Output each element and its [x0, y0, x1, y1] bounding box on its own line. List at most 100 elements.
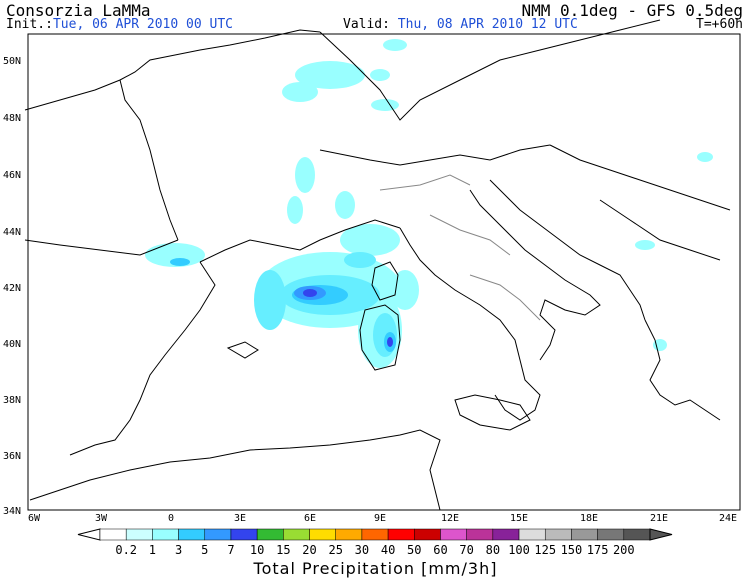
coast-adriatic-east	[489, 179, 646, 321]
precip-area-provence	[287, 196, 303, 224]
coast-spain-east	[69, 261, 216, 456]
region-border-south	[469, 274, 541, 321]
colorbar-swatch	[597, 528, 625, 541]
lon-label-9e: 9E	[374, 513, 386, 524]
lat-label-46n: 46N	[3, 170, 21, 181]
colorbar-title: Total Precipitation [mm/3h]	[253, 559, 498, 578]
border-balkans	[549, 144, 731, 211]
colorbar-label: 100	[508, 543, 530, 557]
colorbar-swatch	[466, 528, 494, 541]
lon-label-21e: 21E	[650, 513, 668, 524]
lat-axis: 50N 48N 46N 44N 42N 40N 38N 36N 34N	[3, 56, 21, 517]
colorbar-label: 20	[302, 543, 317, 557]
colorbar-label: 80	[485, 543, 501, 557]
colorbar-label: 200	[612, 543, 635, 557]
lon-label-6e: 6E	[304, 513, 316, 524]
coast-sardinia	[359, 304, 401, 371]
valid-value: Thu, 08 APR 2010 12 UTC	[397, 17, 578, 32]
coast-sicily	[454, 394, 531, 431]
colorbar-swatch	[99, 528, 127, 541]
colorbar-swatch	[571, 528, 598, 541]
border-alps	[319, 144, 551, 166]
lon-label-12e: 12E	[441, 513, 459, 524]
colorbar-swatch	[623, 528, 651, 541]
precip-area-paris	[282, 82, 318, 102]
colorbar-label: 7	[227, 543, 235, 557]
precip-area-albania	[635, 240, 655, 250]
lon-label-6w: 6W	[28, 513, 41, 524]
coast-france-south	[199, 219, 401, 263]
colorbar-swatch	[387, 528, 415, 541]
precip-area-pyrenees	[145, 243, 205, 267]
valid-label: Valid:	[343, 17, 390, 32]
colorbar-swatch	[125, 528, 153, 541]
colorbar-label: 40	[380, 543, 396, 557]
coast-italy-west	[399, 227, 541, 421]
colorbar-label: 70	[459, 543, 474, 557]
lat-label-40n: 40N	[3, 339, 21, 350]
colorbar-swatch	[230, 528, 258, 541]
colorbar-label: 15	[276, 543, 291, 557]
precip-band-pyrenees	[170, 258, 190, 266]
colorbar-label: 175	[586, 543, 609, 557]
coast-corsica	[371, 261, 399, 301]
coast-bay-of-biscay	[119, 79, 179, 241]
lat-label-48n: 48N	[3, 113, 21, 124]
lon-label-0: 0	[168, 513, 174, 524]
coast-france-west	[24, 29, 321, 111]
lat-label-34n: 34N	[3, 506, 21, 517]
colorbar-label: 125	[534, 543, 557, 557]
colorbar-swatch	[414, 528, 441, 541]
colorbar-swatch	[204, 528, 232, 541]
colorbar-swatch	[152, 528, 179, 541]
colorbar-swatch	[492, 528, 520, 541]
lat-label-36n: 36N	[3, 451, 21, 462]
border-balkans-south	[599, 199, 721, 261]
coast-north-africa	[29, 429, 441, 511]
init-time: Init.:Tue, 06 APR 2010 00 UTC	[6, 17, 233, 32]
colorbar-label: 30	[354, 543, 370, 557]
valid-time: Valid: Thu, 08 APR 2010 12 UTC	[343, 17, 578, 32]
lon-label-24e: 24E	[719, 513, 737, 524]
precip-area-romania	[697, 152, 713, 162]
colorbar-swatch	[440, 528, 467, 541]
org-title: Consorzia LaMMa	[6, 1, 151, 20]
colorbar-swatch	[283, 528, 310, 541]
lat-label-42n: 42N	[3, 283, 21, 294]
lon-label-3w: 3W	[95, 513, 108, 524]
precip-area-balearic-sea	[254, 270, 286, 330]
colorbar-swatch	[361, 528, 389, 541]
precip-core-ligurian	[344, 252, 376, 268]
colorbar	[77, 528, 673, 541]
colorbar-label: 25	[328, 543, 343, 557]
colorbar-label: 0.2	[115, 543, 138, 557]
region-border-central	[429, 214, 511, 256]
lon-label-18e: 18E	[580, 513, 598, 524]
coast-mallorca	[226, 341, 259, 359]
lon-axis: 6W 3W 0 3E 6E 9E 12E 15E 18E 21E 24E	[28, 513, 737, 524]
region-border-north	[379, 174, 471, 191]
lat-label-50n: 50N	[3, 56, 21, 67]
precip-area-rhone	[295, 157, 315, 193]
lat-label-44n: 44N	[3, 227, 21, 238]
colorbar-swatch	[309, 528, 336, 541]
coast-italy-east	[469, 189, 601, 361]
precip-area-east-france	[371, 99, 399, 111]
colorbar-label: 50	[407, 543, 422, 557]
colorbar-swatch	[256, 528, 284, 541]
colorbar-arrow-left	[77, 528, 101, 541]
lon-label-3e: 3E	[234, 513, 246, 524]
colorbar-swatch	[335, 528, 363, 541]
colorbar-label: 60	[433, 543, 448, 557]
precip-area-alps	[335, 191, 355, 219]
precip-max-sardinia	[387, 337, 393, 347]
italy-regions	[379, 174, 541, 321]
forecast-step: T=+60h	[696, 17, 743, 32]
coastlines	[24, 19, 731, 511]
precip-area-belgium	[383, 39, 407, 51]
lat-label-38n: 38N	[3, 395, 21, 406]
precip-area-lorraine	[370, 69, 390, 81]
precipitation-field	[145, 39, 713, 368]
init-label: Init.:	[6, 17, 53, 32]
colorbar-label: 3	[174, 543, 183, 557]
